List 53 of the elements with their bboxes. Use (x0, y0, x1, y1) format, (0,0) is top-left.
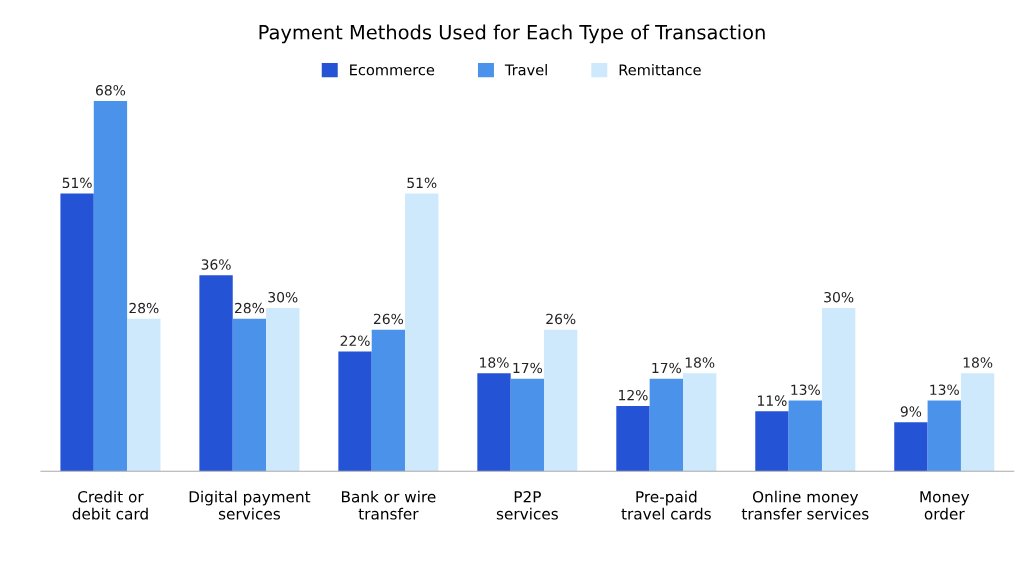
bar (338, 351, 372, 472)
legend-label: Remittance (619, 64, 701, 76)
bar (127, 318, 161, 472)
data-label: 36% (201, 259, 231, 270)
x-tick-label: Pre-paid travel cards (621, 490, 711, 520)
bar (788, 400, 822, 472)
x-tick-label: Digital payment services (189, 490, 311, 520)
bar (544, 329, 578, 472)
data-label: 13% (930, 384, 959, 395)
chart-title: Payment Methods Used for Each Type of Transaction (259, 24, 765, 44)
data-label: 18% (480, 357, 509, 368)
bar (683, 373, 717, 472)
bar (60, 193, 94, 472)
data-label: 51% (407, 177, 437, 189)
bar (649, 378, 684, 472)
x-tick-label: Online money transfer services (741, 490, 869, 520)
data-label: 11% (758, 395, 787, 406)
data-label: 26% (546, 313, 576, 325)
data-label: 51% (62, 177, 92, 189)
x-tick-label: Bank or wire transfer (341, 490, 436, 520)
bar (93, 100, 128, 472)
bar (927, 400, 961, 472)
bar (405, 193, 439, 472)
bar (199, 275, 233, 472)
bar (616, 405, 650, 472)
bar (510, 378, 545, 472)
data-label: 26% (373, 313, 404, 325)
data-label: 13% (791, 384, 820, 395)
data-label: 28% (235, 302, 265, 314)
legend-label: Travel (504, 64, 547, 76)
data-label: 28% (129, 302, 159, 314)
data-label: 68% (95, 85, 126, 96)
data-label: 30% (824, 291, 854, 303)
bar (960, 373, 995, 472)
data-label: 18% (963, 357, 993, 368)
bar (477, 373, 511, 472)
x-tick-label: P2P services (496, 490, 558, 520)
legend-label: Ecommerce (350, 64, 435, 76)
x-tick-label: Money order (920, 491, 970, 520)
data-label: 17% (652, 362, 681, 374)
data-label: 30% (268, 291, 298, 303)
data-label: 12% (619, 389, 648, 401)
bar (755, 411, 789, 472)
data-label: 18% (685, 357, 715, 368)
bar (894, 422, 928, 472)
bar (266, 307, 300, 472)
bar (232, 318, 267, 472)
data-label: 9% (900, 406, 922, 417)
bar (371, 329, 406, 472)
bar (821, 307, 856, 472)
data-label: 17% (513, 362, 543, 374)
x-tick-label: Credit or debit card (72, 490, 148, 520)
data-label: 22% (340, 335, 370, 346)
